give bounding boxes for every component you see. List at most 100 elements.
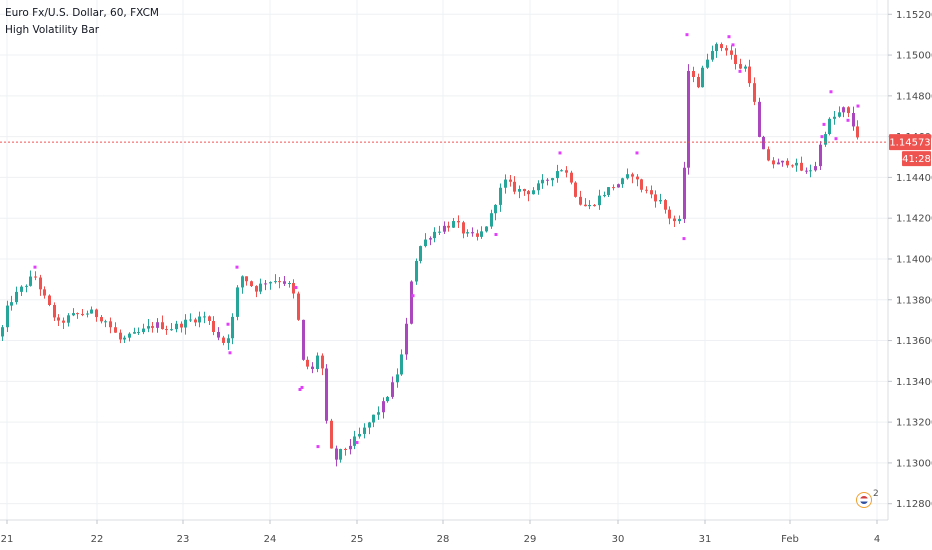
candle-body xyxy=(621,178,624,185)
candle-body xyxy=(227,338,230,343)
volatility-markers xyxy=(33,33,860,449)
candle-body xyxy=(570,172,573,183)
candle-body xyxy=(800,162,803,171)
candle-body xyxy=(274,281,277,283)
candle-body xyxy=(513,181,516,192)
us-flag-icon[interactable]: 2 xyxy=(856,489,879,508)
candle-body xyxy=(814,166,817,171)
candle-body xyxy=(607,187,610,196)
volatility-marker xyxy=(635,151,639,155)
y-tick-label: 1.13000 xyxy=(896,458,932,469)
candle-body xyxy=(603,195,606,197)
candle-body xyxy=(335,448,338,460)
candle-body xyxy=(523,188,526,192)
candle-body xyxy=(67,315,70,323)
candle-body xyxy=(410,281,413,324)
candle-body xyxy=(847,107,850,114)
candle-body xyxy=(730,50,733,55)
candle-body xyxy=(156,322,159,328)
candle-body xyxy=(809,170,812,172)
candle-body xyxy=(396,374,399,383)
candle-body xyxy=(626,174,629,179)
candle-body xyxy=(184,319,187,328)
candle-body xyxy=(673,218,676,222)
countdown-label: 41:28 xyxy=(902,154,931,165)
candle-body xyxy=(537,183,540,191)
notification-count: 2 xyxy=(873,489,879,499)
candle-body xyxy=(57,317,60,321)
candle-body xyxy=(29,276,32,286)
indicator-title[interactable]: High Volatility Bar xyxy=(5,24,100,36)
candle-body xyxy=(838,112,841,117)
candle-body xyxy=(720,44,723,49)
candle-body xyxy=(725,48,728,51)
candle-body xyxy=(53,305,56,318)
candle-body xyxy=(316,355,319,370)
candle-body xyxy=(363,427,366,434)
candle-body xyxy=(668,209,671,219)
price-axis[interactable]: 1.152001.150001.148001.146001.144001.142… xyxy=(888,10,932,510)
candle-body xyxy=(264,283,267,285)
candle-body xyxy=(86,313,89,315)
current-price-tags: 1.14573 41:28 xyxy=(889,134,931,167)
candle-body xyxy=(245,276,248,282)
candle-body xyxy=(856,126,859,138)
candle-body xyxy=(457,221,460,223)
candle-body xyxy=(452,221,455,228)
candle-body xyxy=(358,433,361,437)
candle-body xyxy=(419,246,422,262)
candle-body xyxy=(133,332,136,334)
candle-body xyxy=(664,200,667,210)
candle-body xyxy=(795,162,798,166)
candle-body xyxy=(15,291,18,303)
candle-body xyxy=(645,189,648,191)
candle-body xyxy=(109,321,112,328)
candle-body xyxy=(241,276,244,288)
x-tick-label: 24 xyxy=(264,534,277,545)
candle-body xyxy=(565,170,568,173)
candle-body xyxy=(471,232,474,234)
candle-body xyxy=(353,436,356,446)
candle-body xyxy=(462,222,465,234)
candle-body xyxy=(852,113,855,127)
candle-body xyxy=(466,232,469,234)
y-tick-label: 1.14000 xyxy=(896,254,932,265)
volatility-marker xyxy=(228,351,232,355)
candle-body xyxy=(330,420,333,449)
candle-body xyxy=(48,295,51,306)
candle-body xyxy=(325,368,328,421)
price-label-box xyxy=(889,134,931,151)
x-tick-label: 25 xyxy=(351,534,364,545)
candle-body xyxy=(321,355,324,369)
time-axis[interactable]: 21 22 23 24 25 28 29 30 31 Feb 4 xyxy=(1,520,881,545)
volatility-marker xyxy=(411,294,415,298)
candle-body xyxy=(429,238,432,240)
candle-body xyxy=(767,149,770,161)
symbol-title[interactable]: Euro Fx/U.S. Dollar, 60, FXCM xyxy=(5,7,159,19)
candle-body xyxy=(598,195,601,206)
candle-body xyxy=(100,317,103,322)
volatility-marker xyxy=(355,441,359,445)
volatility-marker xyxy=(846,118,850,122)
candle-body xyxy=(748,66,751,84)
candle-body xyxy=(678,218,681,222)
candle-body xyxy=(137,332,140,334)
candle-body xyxy=(95,309,98,318)
candle-body xyxy=(560,170,563,172)
candle-body xyxy=(739,64,742,69)
candle-body xyxy=(194,319,197,323)
candle-body xyxy=(574,182,577,197)
candles xyxy=(1,42,859,467)
candle-body xyxy=(781,160,784,163)
candle-body xyxy=(805,170,808,172)
x-tick-label: 31 xyxy=(699,534,712,545)
x-tick-label: 28 xyxy=(437,534,450,545)
candle-body xyxy=(198,316,201,323)
volatility-marker xyxy=(822,122,826,126)
countdown-box xyxy=(902,151,931,167)
y-tick-label: 1.12800 xyxy=(896,499,932,510)
volatility-marker xyxy=(494,233,498,237)
volatility-marker xyxy=(682,237,686,241)
